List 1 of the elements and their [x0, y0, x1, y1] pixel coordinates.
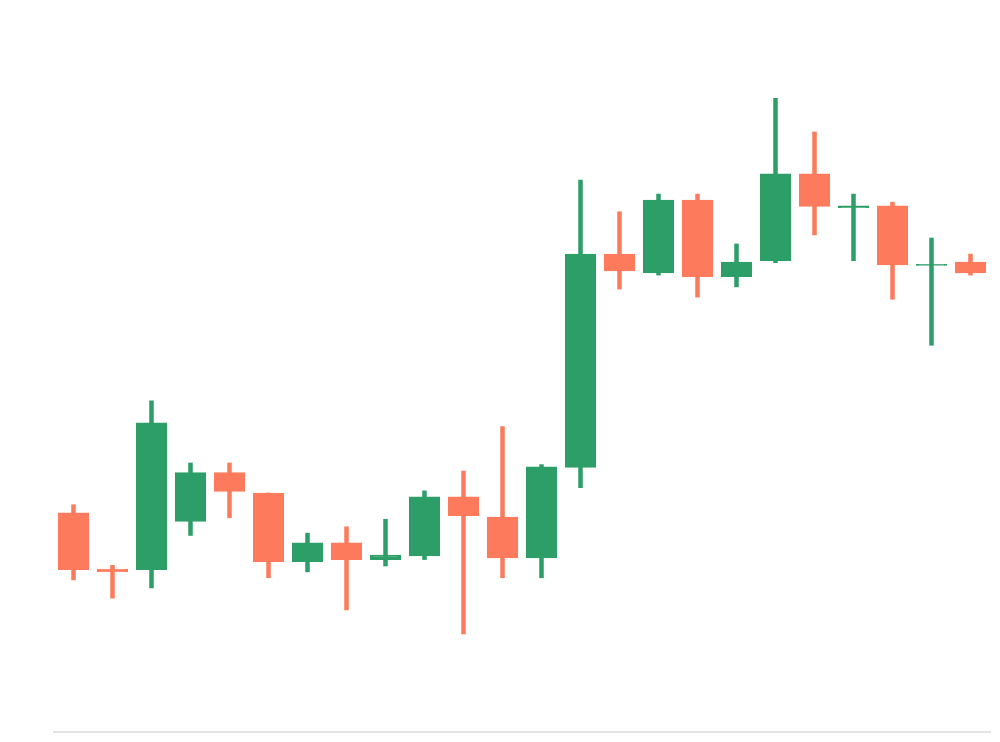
candlestick [447, 470, 480, 635]
